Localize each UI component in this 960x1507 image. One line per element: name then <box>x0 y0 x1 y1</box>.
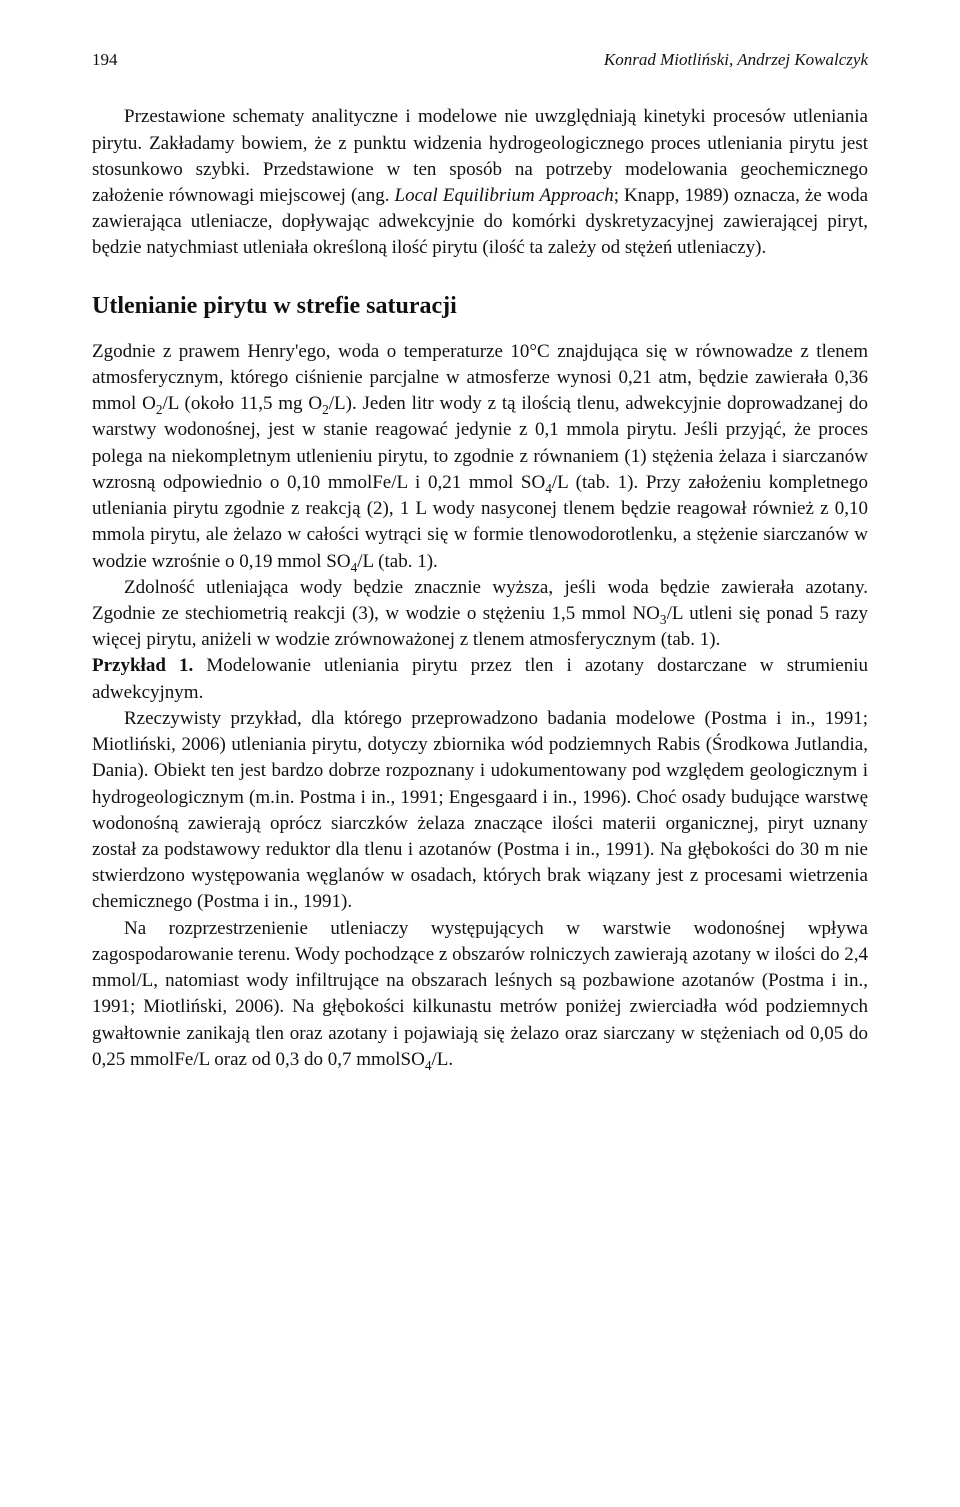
paragraph-4: Przykład 1. Modelowanie utleniania piryt… <box>92 653 868 705</box>
running-head-authors: Konrad Miotliński, Andrzej Kowalczyk <box>604 50 868 70</box>
paragraph-5: Rzeczywisty przykład, dla którego przepr… <box>92 706 868 916</box>
section-title: Utlenianie pirytu w strefie saturacji <box>92 290 868 323</box>
sub-no3: 3 <box>660 612 667 627</box>
paragraph-2: Zgodnie z prawem Henry'ego, woda o tempe… <box>92 339 868 575</box>
p2b: /L (około 11,5 mg O <box>163 393 323 414</box>
paragraph-1: Przestawione schematy analityczne i mode… <box>92 104 868 261</box>
sub-so4-3: 4 <box>425 1058 432 1073</box>
paragraph-6: Na rozprzestrzenienie utleniaczy występu… <box>92 916 868 1073</box>
sub-o2-1: 2 <box>156 402 163 417</box>
paragraph-3: Zdolność utleniająca wody będzie znaczni… <box>92 575 868 654</box>
p2e: /L (tab. 1). <box>357 551 438 572</box>
p4-text: Modelowanie utleniania pirytu przez tlen… <box>92 655 868 702</box>
page-number: 194 <box>92 50 118 70</box>
running-header: 194 Konrad Miotliński, Andrzej Kowalczyk <box>92 50 868 70</box>
page: 194 Konrad Miotliński, Andrzej Kowalczyk… <box>0 0 960 1507</box>
p1-italic: Local Equilibrium Approach <box>395 185 614 206</box>
p6a: Na rozprzestrzenienie utleniaczy występu… <box>92 918 868 1070</box>
p6b: /L. <box>432 1049 454 1070</box>
sub-so4-1: 4 <box>545 481 552 496</box>
p4-bold: Przykład 1. <box>92 655 193 676</box>
p5-text: Rzeczywisty przykład, dla którego przepr… <box>92 708 868 913</box>
sub-o2-2: 2 <box>322 402 329 417</box>
